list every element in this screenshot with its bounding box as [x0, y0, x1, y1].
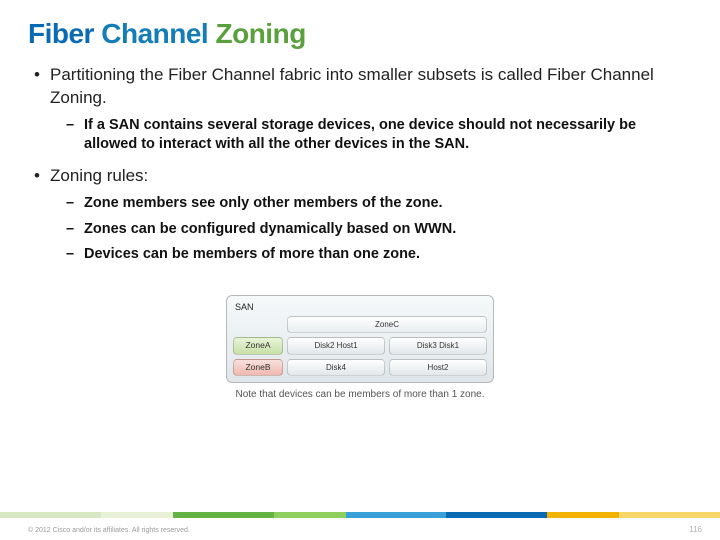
footer-stripe-8: [619, 512, 720, 518]
footer-stripe-1: [0, 512, 101, 518]
bullet-2-sub-2: Zones can be configured dynamically base…: [50, 220, 692, 240]
footer-stripe-7: [547, 512, 619, 518]
cell-a1: Disk2 Host1: [287, 337, 385, 355]
bullet-1-sub-1: If a SAN contains several storage device…: [50, 116, 692, 155]
title-word-3: Zoning: [216, 18, 306, 49]
title-word-2: Channel: [101, 18, 208, 49]
zone-a-label: ZoneA: [233, 337, 283, 355]
diagram-row-a: ZoneA Disk2 Host1 Disk3 Disk1: [233, 337, 487, 355]
slide: Fiber Channel Zoning Partitioning the Fi…: [0, 0, 720, 540]
copyright-text: © 2012 Cisco and/or its affiliates. All …: [28, 527, 190, 534]
diagram-row-b: ZoneB Disk4 Host2: [233, 359, 487, 377]
bullet-1-sublist: If a SAN contains several storage device…: [50, 116, 692, 155]
bullet-1: Partitioning the Fiber Channel fabric in…: [28, 64, 692, 155]
zone-c-label: ZoneC: [287, 316, 487, 333]
footer-stripe-5: [346, 512, 447, 518]
cell-b1: Disk4: [287, 359, 385, 377]
diagram-container: SAN ZoneC ZoneA Disk2 Host1 Disk3 Disk1 …: [28, 295, 692, 401]
bullet-list: Partitioning the Fiber Channel fabric in…: [28, 64, 692, 265]
san-diagram: SAN ZoneC ZoneA Disk2 Host1 Disk3 Disk1 …: [226, 295, 494, 384]
bullet-2-sub-1: Zone members see only other members of t…: [50, 194, 692, 214]
bullet-1-text: Partitioning the Fiber Channel fabric in…: [50, 65, 654, 107]
zone-b-label: ZoneB: [233, 359, 283, 377]
bullet-2-text: Zoning rules:: [50, 166, 148, 185]
bullet-2: Zoning rules: Zone members see only othe…: [28, 165, 692, 265]
diagram-row-zonec: ZoneC: [233, 316, 487, 333]
cell-b2: Host2: [389, 359, 487, 377]
diagram-outer-label: SAN: [233, 302, 487, 316]
title-word-1: Fiber: [28, 18, 94, 49]
bullet-2-sublist: Zone members see only other members of t…: [50, 194, 692, 265]
footer-stripe-3: [173, 512, 274, 518]
bullet-2-sub-3: Devices can be members of more than one …: [50, 245, 692, 265]
slide-title: Fiber Channel Zoning: [28, 18, 692, 50]
footer-stripe-2: [101, 512, 173, 518]
page-number: 116: [689, 525, 702, 534]
footer-stripe-4: [274, 512, 346, 518]
footer-stripe-6: [446, 512, 547, 518]
diagram-caption: Note that devices can be members of more…: [28, 389, 692, 400]
footer-color-bar: [0, 512, 720, 518]
cell-a2: Disk3 Disk1: [389, 337, 487, 355]
